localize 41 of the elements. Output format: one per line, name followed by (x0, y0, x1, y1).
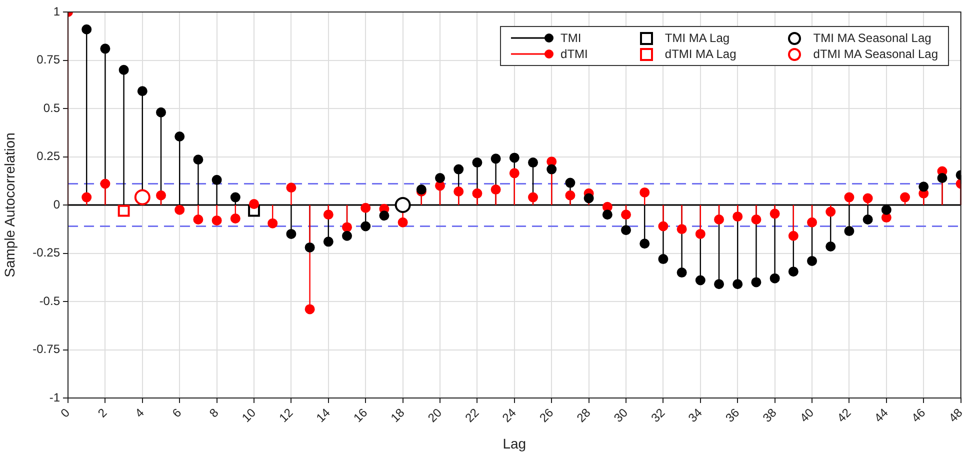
legend-label: TMI MA Lag (664, 31, 730, 45)
legend-label: TMI MA Seasonal Lag (813, 31, 932, 45)
y-tick-label: -0.5 (39, 294, 60, 308)
legend-label: dTMI (560, 47, 588, 61)
x-tick-label: 12 (276, 405, 296, 425)
y-tick-label: 1 (53, 4, 60, 18)
y-tick-label: 0.5 (43, 100, 60, 115)
y-tick-label: -0.25 (32, 246, 60, 260)
y-tick-label: 0.75 (36, 52, 60, 67)
x-tick-label: 2 (95, 405, 110, 420)
x-tick-label: 28 (574, 405, 594, 425)
x-tick-label: 6 (169, 405, 184, 420)
x-tick-label: 38 (760, 405, 780, 425)
x-tick-label: 16 (350, 405, 370, 425)
y-tick-label: 0.25 (36, 149, 60, 164)
x-tick-label: 8 (206, 405, 222, 420)
x-tick-label: 46 (908, 405, 928, 425)
x-tick-label: 40 (797, 405, 817, 425)
x-tick-label: 30 (611, 405, 631, 425)
x-tick-label: 42 (834, 405, 854, 425)
x-tick-label: 14 (314, 405, 334, 425)
x-tick-label: 18 (388, 405, 408, 425)
x-tick-label: 34 (686, 405, 706, 425)
x-tick-label: 36 (722, 405, 742, 425)
x-tick-label: 26 (536, 405, 556, 425)
y-tick-label: -1 (49, 390, 60, 404)
x-axis-title: Lag (502, 435, 526, 452)
x-tick-label: 22 (462, 405, 482, 425)
x-tick-label: 4 (132, 405, 148, 420)
y-tick-label: 0 (53, 197, 60, 212)
y-tick-label: -0.75 (32, 342, 60, 356)
legend-label: dTMI MA Seasonal Lag (813, 47, 938, 61)
x-tick-label: 20 (425, 405, 445, 425)
x-tick-label: 44 (872, 405, 892, 425)
x-tick-label: 32 (648, 405, 668, 425)
legend-label: TMI (560, 31, 582, 45)
legend-label: dTMI MA Lag (664, 47, 736, 61)
x-tick-label: 10 (239, 405, 259, 425)
y-axis-title: Sample Autocorrelation (1, 132, 18, 278)
x-tick-label: 48 (946, 405, 966, 425)
x-tick-label: 24 (500, 405, 520, 425)
